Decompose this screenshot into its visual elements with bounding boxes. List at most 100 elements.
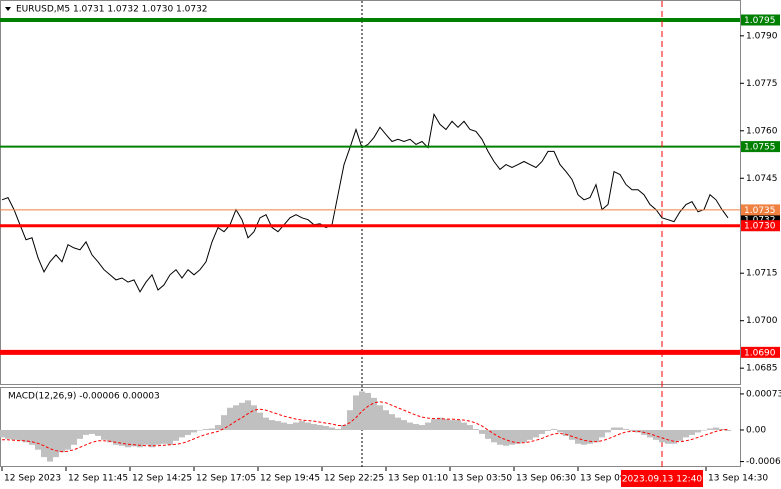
histogram-bar <box>0 429 5 438</box>
histogram-bar <box>215 425 221 430</box>
histogram-bar <box>395 417 401 430</box>
histogram-bar <box>443 419 449 430</box>
cursor-label-box <box>621 470 703 487</box>
y-tick-label: 1.0760 <box>746 126 778 136</box>
histogram-bar <box>203 428 209 430</box>
histogram-bar <box>293 422 299 430</box>
histogram-bar <box>275 421 281 430</box>
histogram-bar <box>173 429 179 441</box>
histogram-bar <box>161 429 167 444</box>
histogram-bar <box>101 429 107 440</box>
y-tick-label: 0.00073 <box>746 389 781 399</box>
histogram-bar <box>389 414 395 430</box>
histogram-bar <box>629 429 635 431</box>
histogram-bar <box>593 429 599 443</box>
histogram-bar <box>449 420 455 430</box>
histogram-bar <box>47 429 53 462</box>
histogram-bar <box>41 429 47 458</box>
histogram-bar <box>437 417 443 430</box>
histogram-bar <box>239 402 245 430</box>
histogram-bar <box>257 412 263 430</box>
histogram-bar <box>455 420 461 430</box>
histogram-bar <box>677 429 683 441</box>
histogram-bar <box>587 429 593 444</box>
histogram-bar <box>77 429 83 439</box>
y-tick-label: 1.0745 <box>746 174 778 184</box>
histogram-bar <box>155 429 161 445</box>
histogram-bar <box>5 429 11 439</box>
histogram-bar <box>653 429 659 440</box>
histogram-bar <box>323 426 329 430</box>
menu-icon <box>5 7 11 11</box>
histogram-bar <box>71 429 77 445</box>
histogram-bar <box>95 429 101 436</box>
histogram-bar <box>671 429 677 444</box>
histogram-bar <box>719 428 725 430</box>
histogram-bar <box>473 428 479 430</box>
histogram-bar <box>353 395 359 430</box>
histogram-bar <box>407 422 413 430</box>
cursor-label: 2023.09.13 12:40 <box>622 475 703 485</box>
histogram-bar <box>83 429 89 435</box>
histogram-bar <box>89 429 95 434</box>
histogram-bar <box>23 429 29 443</box>
histogram-bar <box>17 429 23 441</box>
histogram-bar <box>143 429 149 445</box>
x-tick-label: 12 Sep 11:45 <box>68 474 128 484</box>
histogram-bar <box>695 429 701 433</box>
histogram-bar <box>53 429 59 458</box>
y-tick-label: 1.0790 <box>746 31 778 41</box>
histogram-bar <box>65 429 71 450</box>
histogram-bar <box>227 407 233 430</box>
histogram-bar <box>263 417 269 430</box>
level-label: 1.0690 <box>744 348 776 358</box>
histogram-bar <box>305 422 311 430</box>
x-tick-label: 12 Sep 2023 <box>4 474 61 484</box>
histogram-bar <box>347 410 353 430</box>
x-tick-label: 13 Sep 01:10 <box>388 474 448 484</box>
level-label: 1.0730 <box>744 222 776 232</box>
histogram-bar <box>425 422 431 430</box>
histogram-bar <box>467 425 473 430</box>
histogram-bar <box>281 422 287 430</box>
histogram-bar <box>317 425 323 430</box>
histogram-bar <box>185 429 191 435</box>
histogram-bar <box>335 428 341 430</box>
histogram-bar <box>725 429 731 431</box>
histogram-bar <box>689 429 695 435</box>
histogram-bar <box>269 420 275 430</box>
histogram-bar <box>209 428 215 430</box>
level-label-box <box>741 141 780 153</box>
histogram-bar <box>365 392 371 430</box>
histogram-bar <box>377 405 383 430</box>
histogram-bar <box>545 429 551 431</box>
histogram-bar <box>119 429 125 446</box>
histogram-bar <box>707 428 713 430</box>
histogram-bar <box>11 429 17 440</box>
histogram-bar <box>125 429 131 448</box>
histogram-bar <box>503 429 509 446</box>
histogram-bar <box>557 429 563 433</box>
level-label: 1.0755 <box>744 143 776 153</box>
histogram-bar <box>575 429 581 444</box>
histogram-bar <box>539 429 545 434</box>
histogram-bar <box>359 391 365 430</box>
histogram-bar <box>419 425 425 430</box>
x-tick-label: 13 Sep 03:50 <box>452 474 512 484</box>
histogram-bar <box>431 419 437 430</box>
histogram-bar <box>35 429 41 450</box>
histogram-bar <box>299 421 305 430</box>
y-tick-label: 1.0685 <box>746 364 778 374</box>
histogram-bar <box>311 424 317 430</box>
histogram-bar <box>149 429 155 448</box>
histogram-bar <box>179 429 185 438</box>
macd-title: MACD(12,26,9) -0.00006 0.00003 <box>8 392 160 402</box>
x-tick-label: 12 Sep 19:45 <box>260 474 320 484</box>
histogram-bar <box>371 397 377 430</box>
histogram-bar <box>29 429 35 445</box>
histogram-bar <box>197 429 203 431</box>
histogram-bar <box>245 400 251 430</box>
histogram-bar <box>221 415 227 430</box>
histogram-bar <box>413 424 419 430</box>
